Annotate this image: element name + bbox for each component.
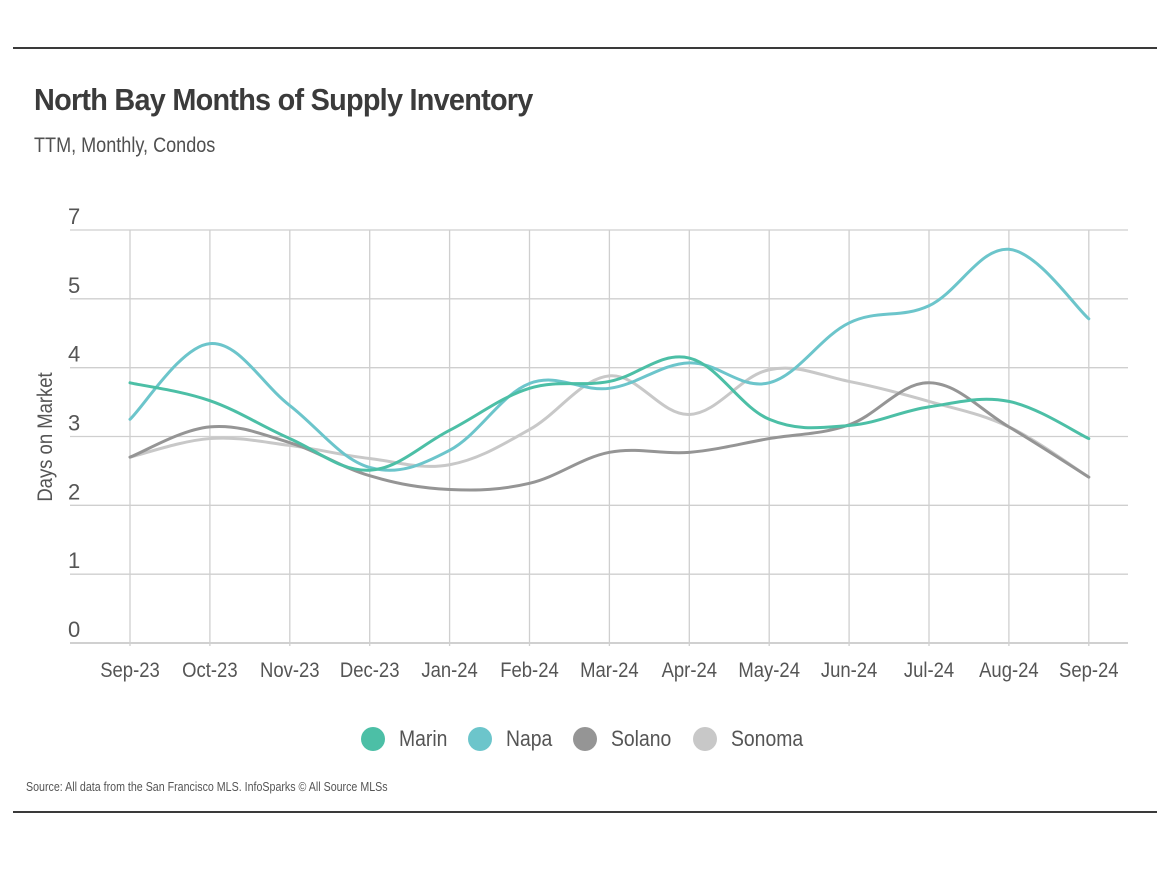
legend-swatch-icon bbox=[360, 727, 385, 751]
x-tick-label: Aug-24 bbox=[979, 659, 1039, 682]
x-tick-label: Sep-24 bbox=[1059, 659, 1119, 682]
x-tick-label: Nov-23 bbox=[260, 659, 320, 682]
y-tick-label: 2 bbox=[68, 479, 80, 504]
legend-label: Napa bbox=[505, 726, 553, 751]
x-tick-label: Dec-23 bbox=[340, 659, 400, 682]
series-line-sonoma bbox=[128, 366, 1091, 479]
series-line-solano bbox=[128, 381, 1091, 492]
y-tick-label: 1 bbox=[68, 548, 80, 573]
top-divider bbox=[13, 47, 1157, 49]
source-note: Source: All data from the San Francisco … bbox=[26, 779, 388, 794]
y-tick-label: 0 bbox=[68, 617, 80, 642]
x-tick-label: Apr-24 bbox=[662, 659, 717, 682]
series-line-marin bbox=[128, 355, 1091, 472]
legend-label: Solano bbox=[610, 726, 671, 751]
legend-swatch-icon bbox=[693, 727, 718, 751]
legend-label: Marin bbox=[398, 726, 448, 751]
y-tick-label: 4 bbox=[68, 342, 80, 367]
y-tick-labels: 0 1 2 3 4 5 7 bbox=[68, 204, 80, 642]
y-tick-label: 5 bbox=[68, 273, 80, 298]
x-tick-label: May-24 bbox=[738, 659, 800, 682]
bottom-divider bbox=[13, 811, 1157, 813]
chart-title: North Bay Months of Supply Inventory bbox=[34, 82, 533, 117]
y-tick-label: 3 bbox=[68, 411, 80, 436]
legend-swatch-icon bbox=[467, 727, 492, 751]
legend-label: Sonoma bbox=[731, 726, 804, 751]
y-tick-label: 7 bbox=[68, 204, 80, 229]
x-tick-label: Jul-24 bbox=[904, 659, 954, 682]
series-line-napa bbox=[128, 247, 1091, 472]
x-tick-label: Sep-23 bbox=[100, 659, 160, 682]
legend-item-solano[interactable]: Solano bbox=[572, 726, 680, 752]
legend-swatch-icon bbox=[572, 727, 597, 751]
chart-subtitle: TTM, Monthly, Condos bbox=[34, 134, 216, 157]
legend: Marin Napa Solano Sonoma bbox=[0, 726, 1174, 752]
x-tick-label: Feb-24 bbox=[500, 659, 559, 682]
legend-item-marin[interactable]: Marin bbox=[360, 726, 454, 752]
x-tick-labels: Sep-23 Oct-23 Nov-23 Dec-23 Jan-24 Feb-24 Mar-… bbox=[100, 659, 1118, 682]
x-tick-label: Jun-24 bbox=[821, 659, 877, 682]
series-lines bbox=[128, 247, 1091, 492]
x-tick-label: Jan-24 bbox=[421, 659, 477, 682]
legend-item-napa[interactable]: Napa bbox=[467, 726, 559, 752]
x-tick-label: Mar-24 bbox=[580, 659, 638, 682]
legend-item-sonoma[interactable]: Sonoma bbox=[693, 726, 813, 752]
y-axis-label: Days on Market bbox=[34, 372, 57, 502]
x-tick-label: Oct-23 bbox=[182, 659, 237, 682]
